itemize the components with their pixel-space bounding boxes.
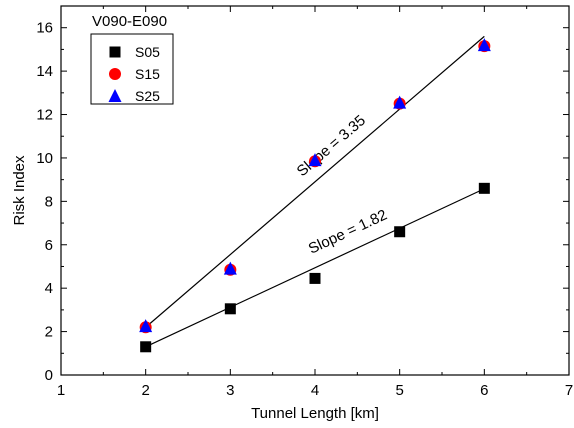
y-tick-label: 12 bbox=[36, 107, 53, 124]
slope-annotation-2: Slope = 1.82 bbox=[306, 206, 390, 257]
x-tick-label: 3 bbox=[226, 382, 234, 399]
legend-label-s05: S05 bbox=[135, 44, 160, 60]
legend-label-s15: S15 bbox=[135, 66, 160, 82]
y-tick-label: 14 bbox=[36, 63, 53, 80]
y-axis-label: Risk Index bbox=[11, 155, 28, 226]
x-tick-label: 4 bbox=[311, 382, 319, 399]
slope-annotation-1: Slope = 3.35 bbox=[294, 112, 369, 180]
y-tick-label: 6 bbox=[45, 237, 53, 254]
point-s25 bbox=[477, 38, 491, 52]
fit-line-2 bbox=[145, 188, 485, 348]
legend-box bbox=[90, 33, 174, 105]
y-tick-label: 4 bbox=[45, 280, 53, 297]
legend-marker-s25 bbox=[108, 89, 122, 102]
legend: V090-E090 S05 S15 S25 bbox=[90, 13, 174, 105]
y-tick-label: 0 bbox=[45, 367, 53, 384]
point-s05 bbox=[478, 182, 490, 194]
x-tick-label: 1 bbox=[57, 382, 65, 399]
y-tick-label: 16 bbox=[36, 20, 53, 37]
legend-label-s25: S25 bbox=[135, 88, 160, 104]
legend-marker-s05 bbox=[109, 46, 121, 58]
point-s05 bbox=[309, 272, 321, 284]
point-s25 bbox=[139, 319, 153, 333]
x-tick-label: 7 bbox=[565, 382, 573, 399]
point-s05 bbox=[140, 341, 152, 353]
y-tick-label: 10 bbox=[36, 150, 53, 167]
y-tick-label: 2 bbox=[45, 324, 53, 341]
x-axis-label: Tunnel Length [km] bbox=[251, 405, 379, 422]
point-s05 bbox=[224, 303, 236, 315]
x-tick-label: 6 bbox=[480, 382, 488, 399]
point-s25 bbox=[308, 153, 322, 167]
point-s25 bbox=[393, 95, 407, 109]
x-tick-label: 2 bbox=[141, 382, 149, 399]
x-tick-label: 5 bbox=[395, 382, 403, 399]
fit-line-1 bbox=[145, 35, 485, 328]
legend-marker-s15 bbox=[109, 68, 121, 80]
y-tick-label: 8 bbox=[45, 193, 53, 210]
point-s05 bbox=[394, 226, 406, 238]
chart-title: V090-E090 bbox=[92, 13, 167, 30]
point-s25 bbox=[223, 261, 237, 275]
